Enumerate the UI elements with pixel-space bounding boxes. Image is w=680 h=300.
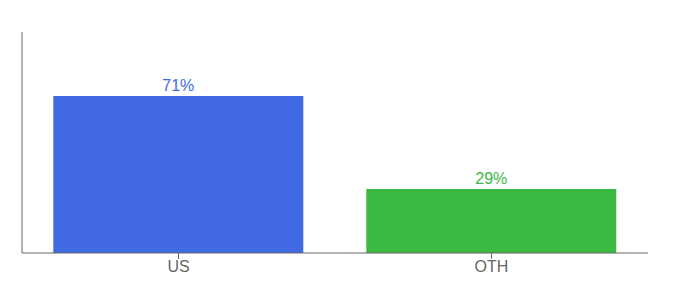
svg-text:US: US [167,258,189,275]
svg-text:OTH: OTH [475,258,509,275]
svg-text:29%: 29% [475,170,507,187]
svg-text:71%: 71% [162,77,194,94]
